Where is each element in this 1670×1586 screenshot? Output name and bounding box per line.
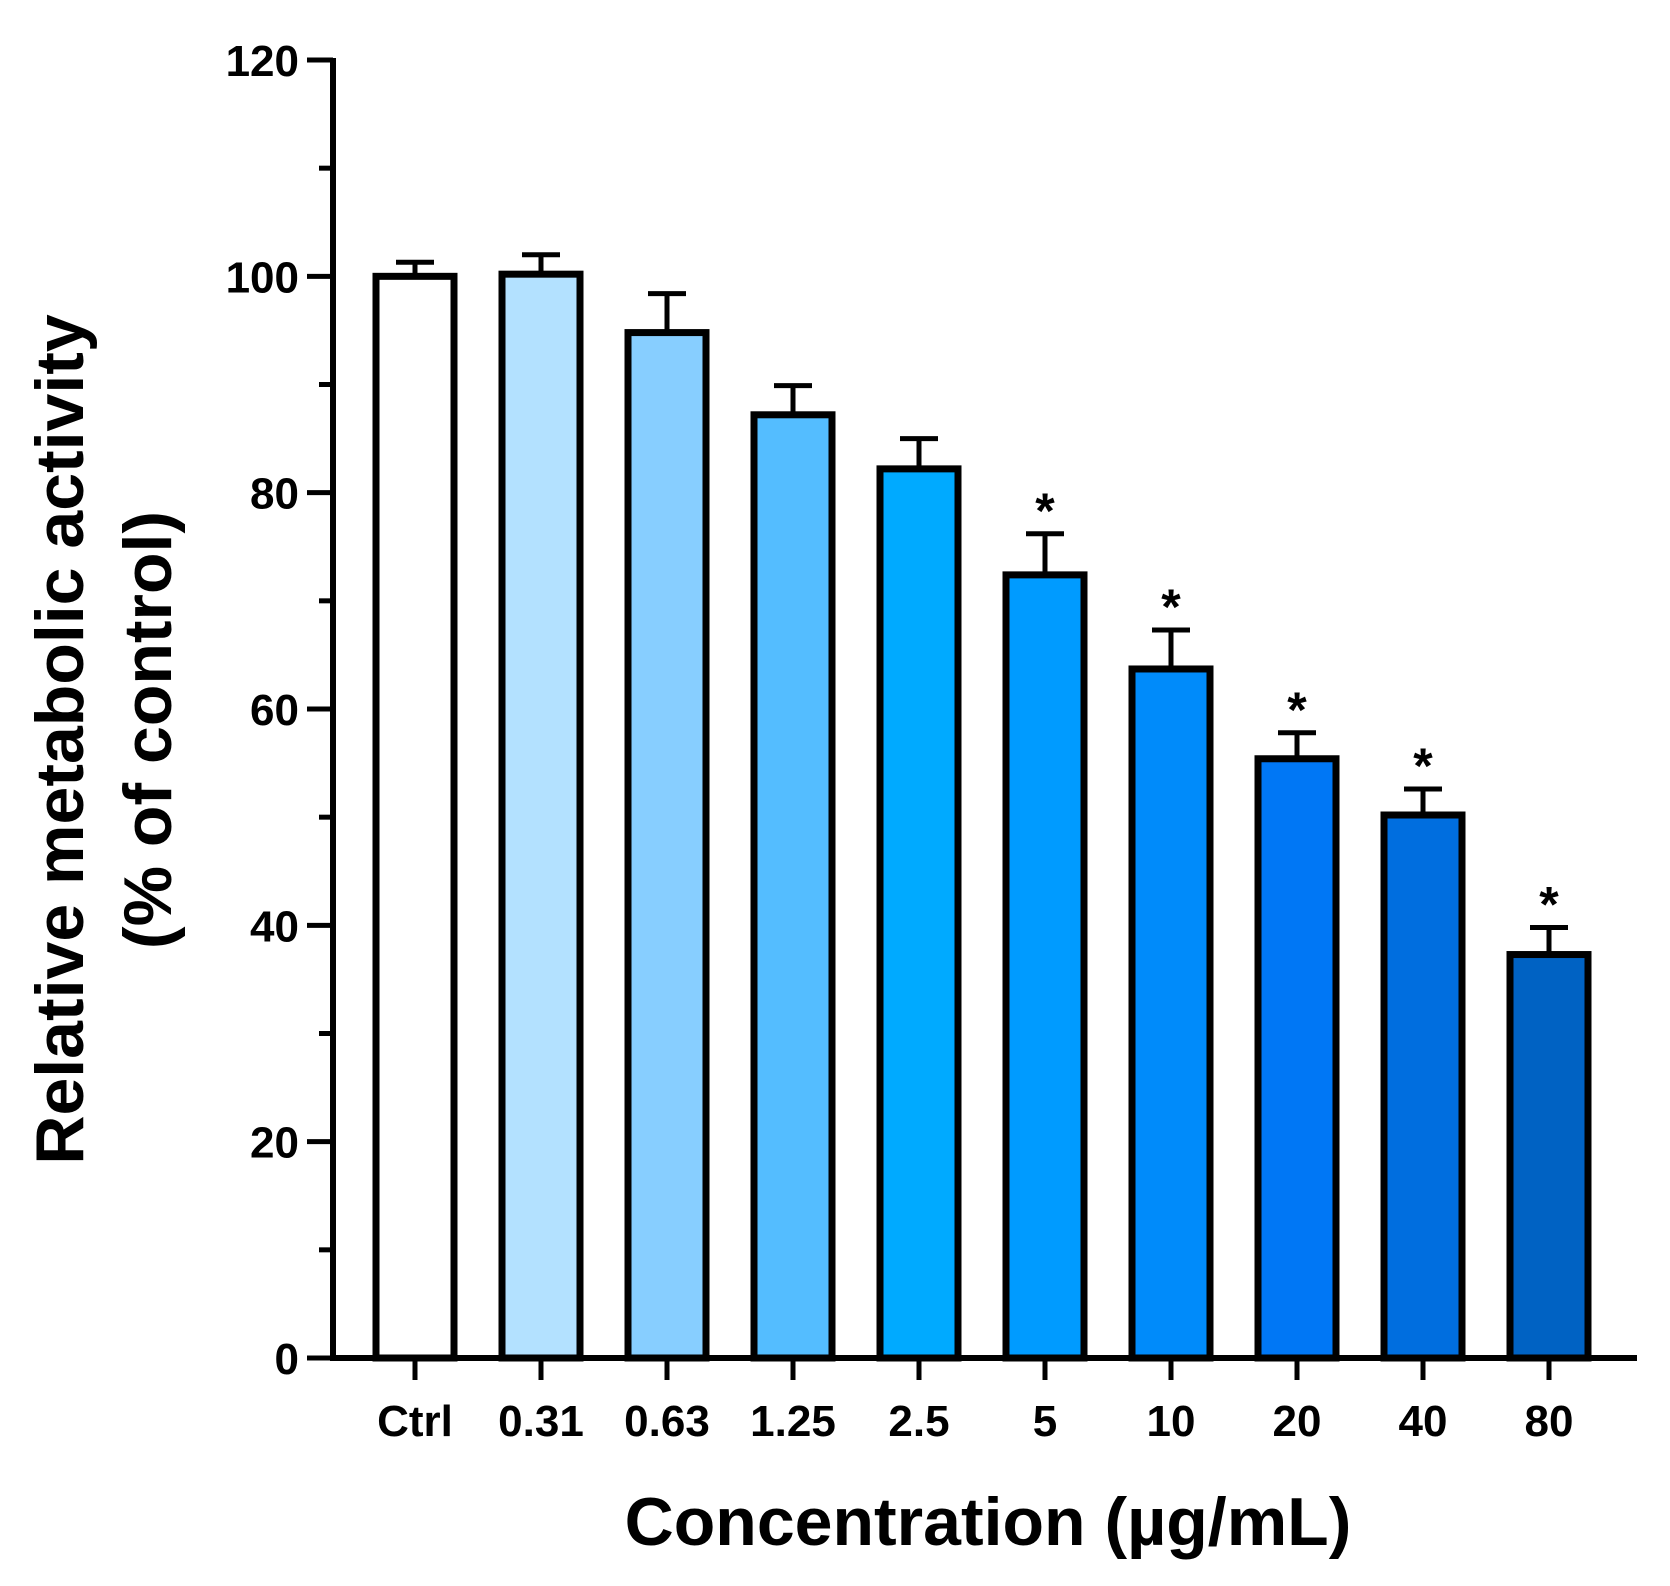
x-tick-label-2.5: 2.5: [888, 1397, 949, 1446]
y-tick-label-20: 20: [250, 1119, 299, 1168]
y-axis-title: Relative metabolic activity (% of contro…: [22, 295, 186, 1164]
x-tick-label-1.25: 1.25: [750, 1397, 836, 1446]
significance-marker-40: *: [1413, 738, 1433, 794]
x-tick-label-0.63: 0.63: [624, 1397, 710, 1446]
significance-marker-10: *: [1161, 579, 1181, 635]
x-tick-label-0.31: 0.31: [498, 1397, 584, 1446]
ticks-layer: Ctrl 0.31 0.63 1.25 2.5 5 10 20 40 80 0 20 40 60 80 100…: [226, 37, 1574, 1446]
bar-1.25: [750, 411, 836, 1362]
y-tick-label-80: 80: [250, 470, 299, 519]
x-tick-label-20: 20: [1273, 1397, 1322, 1446]
x-tick-label-5: 5: [1033, 1397, 1057, 1446]
bar-5: [1002, 571, 1088, 1362]
significance-marker-80: *: [1539, 876, 1559, 932]
x-axis-title: Concentration (µg/mL): [625, 1484, 1352, 1560]
significance-marker-20: *: [1287, 682, 1307, 738]
bar-0.31: [498, 270, 584, 1362]
bar-40: [1380, 811, 1466, 1362]
x-tick-label-80: 80: [1525, 1397, 1574, 1446]
significance-marker-5: *: [1035, 483, 1055, 539]
bar-2.5: [876, 465, 962, 1362]
y-tick-label-0: 0: [275, 1335, 299, 1384]
y-tick-label-60: 60: [250, 686, 299, 735]
bars-layer: [372, 270, 1592, 1362]
y-tick-label-100: 100: [226, 253, 299, 302]
x-tick-label-10: 10: [1147, 1397, 1196, 1446]
x-tick-label-40: 40: [1399, 1397, 1448, 1446]
x-tick-label-Ctrl: Ctrl: [377, 1397, 453, 1446]
significance-layer: * * * * *: [1035, 483, 1559, 933]
y-tick-label-40: 40: [250, 902, 299, 951]
error-bars-layer: [396, 252, 1568, 955]
bar-20: [1254, 755, 1340, 1362]
bar-Ctrl: [372, 272, 458, 1362]
y-tick-label-120: 120: [226, 37, 299, 86]
y-axis-title-line1: Relative metabolic activity: [22, 314, 98, 1165]
bar-0.63: [624, 329, 710, 1362]
y-axis-title-line2: (% of control): [110, 511, 186, 949]
bar-10: [1128, 665, 1214, 1362]
bar-80: [1506, 951, 1592, 1362]
